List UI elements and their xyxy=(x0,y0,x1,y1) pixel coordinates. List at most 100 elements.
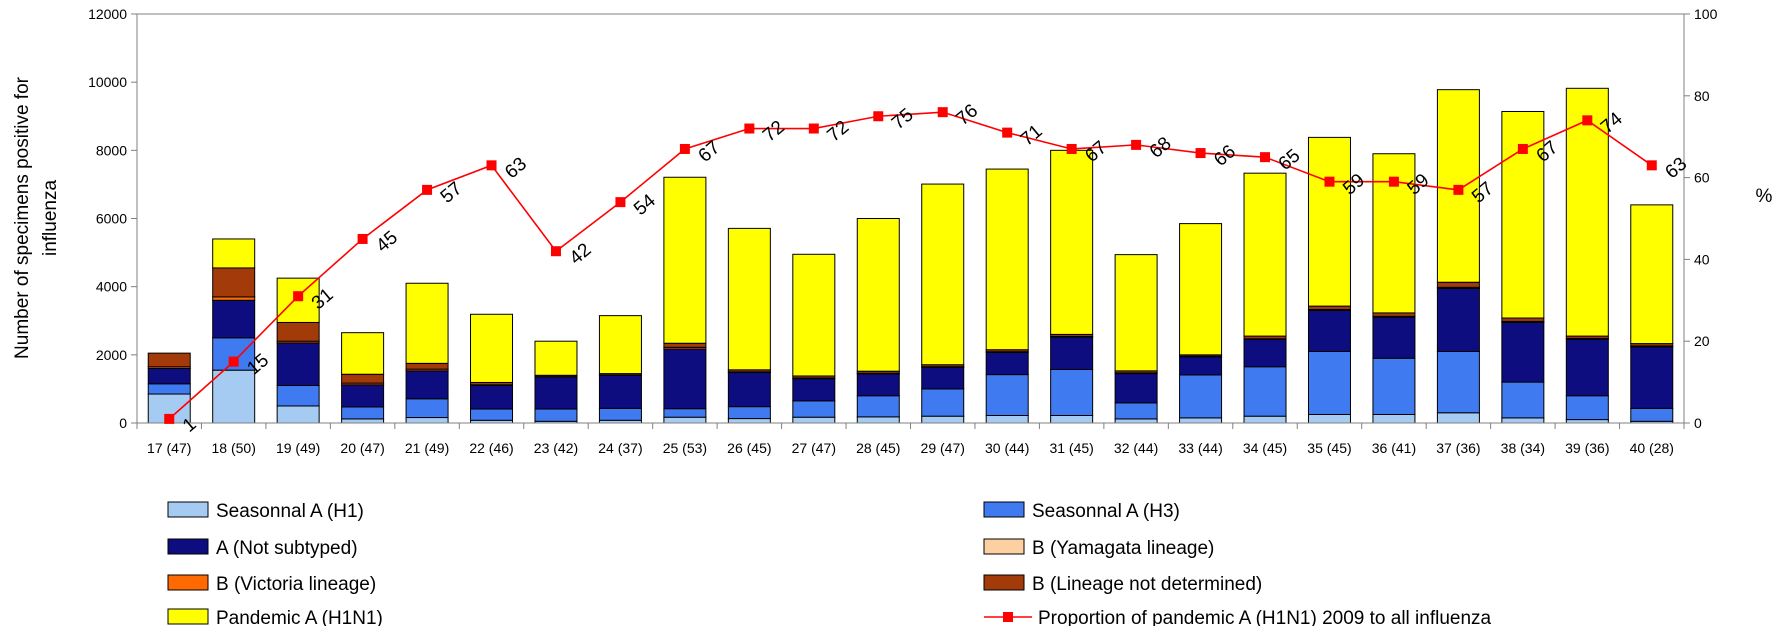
proportion-point-8 xyxy=(679,143,690,154)
bar-1-17 xyxy=(1243,366,1287,417)
bar-2-17 xyxy=(1243,338,1287,368)
proportion-point-19 xyxy=(1388,176,1399,187)
bar-2-18 xyxy=(1307,310,1351,352)
bar-2-15 xyxy=(1114,373,1158,404)
bar-0-4 xyxy=(405,417,449,424)
bar-0-11 xyxy=(856,416,900,424)
x-tick-label-23: 40 (28) xyxy=(1630,440,1674,456)
bar-1-2 xyxy=(276,385,320,407)
bar-6-9 xyxy=(727,227,771,371)
bar-2-11 xyxy=(856,373,900,397)
x-tick-label-22: 39 (36) xyxy=(1565,440,1609,456)
bar-2-10 xyxy=(792,378,836,402)
proportion-point-1 xyxy=(228,356,239,367)
bar-0-8 xyxy=(663,416,707,424)
y-tick-label-3: 6000 xyxy=(96,211,127,227)
proportion-line-layer xyxy=(164,107,1657,424)
x-tick-label-7: 24 (37) xyxy=(598,440,642,456)
bar-5-0 xyxy=(147,352,191,368)
bar-2-13 xyxy=(985,351,1029,376)
x-tick-label-11: 28 (45) xyxy=(856,440,900,456)
legend: Seasonnal A (H1) Seasonnal A (H3) A (Not s… xyxy=(167,501,1492,626)
bar-2-6 xyxy=(534,376,578,410)
legend-line-marker xyxy=(1003,612,1013,622)
bar-2-4 xyxy=(405,370,449,400)
y-tick-label-5: 10000 xyxy=(88,74,127,90)
bar-5-18 xyxy=(1307,305,1351,311)
x-tick-labels: 17 (47) 18 (50) 19 (49) 20 (47) 21 (49) 22 (4… xyxy=(147,440,1674,456)
proportion-point-18 xyxy=(1324,176,1335,187)
y-axis-title-line-2: influenza xyxy=(40,180,61,256)
y2-tick-label-0: 0 xyxy=(1694,415,1702,431)
bar-0-21 xyxy=(1501,417,1545,424)
bar-2-16 xyxy=(1179,356,1223,376)
bar-5-21 xyxy=(1501,317,1545,322)
x-tick-label-4: 21 (49) xyxy=(405,440,449,456)
proportion-point-12 xyxy=(937,107,948,118)
bar-4-1 xyxy=(212,296,256,301)
proportion-point-6 xyxy=(550,246,561,257)
bar-6-13 xyxy=(985,168,1029,351)
bar-1-3 xyxy=(341,406,385,420)
x-tick-label-5: 22 (46) xyxy=(469,440,513,456)
proportion-label-8: 67 xyxy=(695,137,725,167)
y-tick-label-0: 0 xyxy=(119,415,127,431)
legend-label-6: Pandemic A (H1N1) xyxy=(216,608,383,626)
proportion-label-23: 63 xyxy=(1661,153,1691,183)
legend-label-2: A (Not subtyped) xyxy=(216,538,358,559)
x-tick-label-20: 37 (36) xyxy=(1436,440,1480,456)
proportion-label-16: 66 xyxy=(1210,141,1240,171)
proportion-point-0 xyxy=(164,413,175,424)
bar-5-20 xyxy=(1436,281,1480,288)
proportion-point-7 xyxy=(615,197,626,208)
bar-6-7 xyxy=(598,315,642,375)
bar-1-9 xyxy=(727,406,771,420)
x-tick-label-2: 19 (49) xyxy=(276,440,320,456)
x-tick-label-18: 35 (45) xyxy=(1307,440,1351,456)
y2-tick-label-1: 20 xyxy=(1694,333,1710,349)
bar-1-12 xyxy=(921,388,965,417)
bar-5-1 xyxy=(212,267,256,298)
bar-0-2 xyxy=(276,405,320,424)
x-tick-label-10: 27 (47) xyxy=(792,440,836,456)
legend-swatch-0 xyxy=(167,501,209,518)
bar-2-1 xyxy=(212,299,256,339)
bar-2-23 xyxy=(1630,346,1674,409)
bar-1-14 xyxy=(1050,368,1094,417)
bar-0-12 xyxy=(921,415,965,424)
y-axis-title-line-1: Number of specimens positive for xyxy=(12,76,33,359)
legend-swatch-4 xyxy=(167,574,209,591)
legend-label-0: Seasonnal A (H1) xyxy=(216,501,364,522)
bar-1-13 xyxy=(985,374,1029,417)
proportion-point-22 xyxy=(1582,115,1593,126)
x-tick-label-17: 34 (45) xyxy=(1243,440,1287,456)
bar-6-6 xyxy=(534,340,578,376)
legend-swatch-6 xyxy=(167,608,209,625)
x-tick-label-9: 26 (45) xyxy=(727,440,771,456)
proportion-label-3: 45 xyxy=(372,227,402,257)
legend-swatch-3 xyxy=(983,538,1025,555)
bar-6-16 xyxy=(1179,223,1223,356)
bar-6-23 xyxy=(1630,204,1674,345)
x-tick-label-13: 30 (44) xyxy=(985,440,1029,456)
bar-1-4 xyxy=(405,398,449,419)
proportion-point-20 xyxy=(1453,184,1464,195)
bar-1-15 xyxy=(1114,402,1158,420)
bar-1-7 xyxy=(598,407,642,421)
x-tick-label-16: 33 (44) xyxy=(1178,440,1222,456)
bar-1-10 xyxy=(792,400,836,418)
proportion-label-11: 75 xyxy=(888,104,918,134)
proportion-label-13: 71 xyxy=(1017,121,1047,151)
bar-1-8 xyxy=(663,408,707,418)
proportion-label-7: 54 xyxy=(630,190,660,220)
axes-layer xyxy=(131,13,1690,429)
bars-layer xyxy=(147,87,1674,424)
bar-1-11 xyxy=(856,395,900,418)
y2-tick-label-2: 40 xyxy=(1694,251,1710,267)
bar-1-18 xyxy=(1307,350,1351,415)
proportion-point-9 xyxy=(744,123,755,134)
bar-1-6 xyxy=(534,408,578,422)
bar-0-16 xyxy=(1179,417,1223,424)
bar-0-18 xyxy=(1307,413,1351,424)
y-tick-label-2: 4000 xyxy=(96,279,127,295)
